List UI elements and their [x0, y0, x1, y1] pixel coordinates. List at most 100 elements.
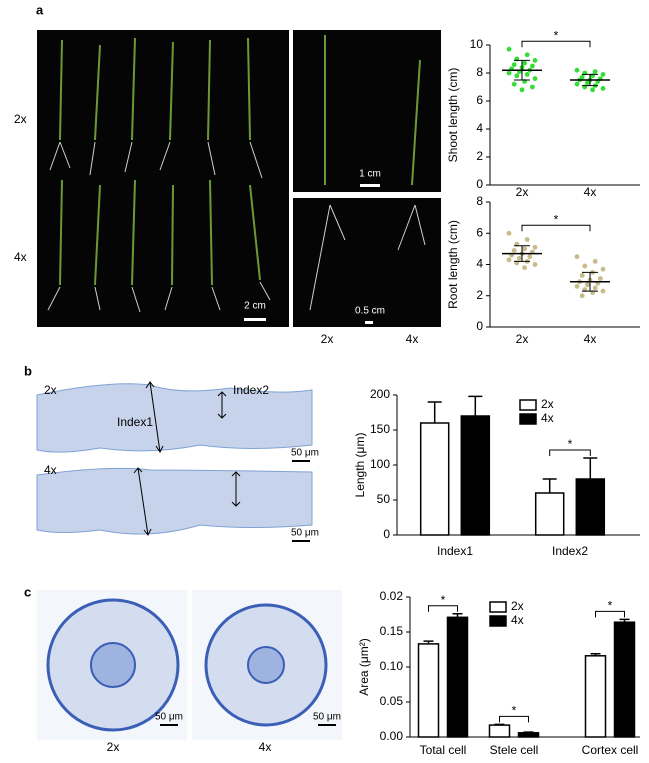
- y-tick-label: 0.10: [380, 659, 404, 673]
- data-point: [600, 86, 606, 91]
- scale-bar: [360, 184, 380, 187]
- y-tick-label: 0.05: [380, 694, 404, 708]
- data-point: [511, 81, 517, 87]
- y-tick-label: 10: [470, 37, 484, 51]
- y-tick-label: 100: [370, 457, 390, 471]
- error-bar: [582, 271, 598, 292]
- bar: [488, 724, 511, 738]
- scale-bar: [365, 321, 373, 324]
- measure-label: Index2: [233, 383, 269, 397]
- significance-bracket: [499, 715, 529, 723]
- panel-label: c: [24, 584, 31, 599]
- scale-bar-label: 1 cm: [359, 169, 381, 180]
- data-point: [592, 69, 598, 74]
- data-point: [532, 262, 538, 267]
- x-tick-label: Stele cell: [490, 743, 539, 757]
- data-point: [517, 255, 522, 261]
- scale-bar-label: 0.5 cm: [355, 306, 385, 317]
- legend-swatch: [519, 399, 537, 411]
- error-bar: [514, 59, 530, 81]
- leaf-section: [36, 383, 313, 453]
- legend-label: 4x: [541, 411, 554, 425]
- y-tick-label: 200: [370, 387, 390, 401]
- data-point: [522, 265, 527, 271]
- y-tick-label: 150: [370, 422, 390, 436]
- column-label: 2x: [107, 740, 120, 754]
- column-label: 2x: [321, 332, 334, 346]
- significance-bracket: [549, 449, 591, 456]
- x-tick-label: Index1: [437, 544, 473, 558]
- scale-bar-label: 50 μm: [291, 448, 319, 459]
- error-bar: [542, 478, 557, 493]
- error-bar: [427, 401, 442, 423]
- measure-arrow: [133, 381, 241, 536]
- row-label: 4x: [44, 463, 57, 477]
- seedling-drawing: [59, 35, 421, 286]
- y-tick-label: 0: [476, 177, 483, 191]
- data-point: [585, 282, 590, 288]
- x-tick-label: 4x: [584, 185, 597, 199]
- x-tick-label: 2x: [516, 185, 529, 199]
- bar: [584, 655, 607, 738]
- y-axis-title: Length (μm): [353, 433, 367, 498]
- bar: [534, 492, 565, 536]
- data-point: [527, 254, 533, 260]
- y-tick-label: 8: [476, 65, 483, 79]
- x-tick-label: Cortex cell: [582, 743, 639, 757]
- y-tick-label: 8: [476, 194, 483, 208]
- legend-label: 2x: [511, 599, 524, 613]
- column-label: 4x: [406, 332, 419, 346]
- y-tick-label: 0: [383, 527, 390, 541]
- y-axis-title: Root length (cm): [446, 220, 460, 309]
- stele: [90, 642, 136, 688]
- data-point: [506, 230, 512, 236]
- bar: [575, 478, 606, 536]
- y-tick-label: 6: [476, 93, 483, 107]
- data-point: [532, 58, 538, 63]
- significance-bracket: [428, 605, 458, 612]
- y-tick-label: 0.02: [380, 589, 404, 603]
- scale-bar: [160, 724, 178, 726]
- legend-label: 2x: [541, 397, 554, 411]
- row-label: 2x: [44, 383, 57, 397]
- data-point: [600, 288, 606, 294]
- scale-bar: [318, 724, 336, 726]
- y-tick-label: 4: [476, 121, 483, 135]
- legend-swatch: [489, 615, 507, 627]
- data-point: [514, 73, 520, 79]
- y-tick-label: 2: [476, 149, 483, 163]
- data-point: [522, 246, 527, 252]
- y-tick-label: 0.00: [380, 729, 404, 743]
- y-tick-label: 4: [476, 257, 483, 271]
- data-point: [590, 87, 595, 93]
- data-point: [600, 266, 606, 272]
- bar: [419, 422, 450, 536]
- scale-bar-label: 50 μm: [291, 528, 319, 539]
- data-point: [582, 263, 588, 269]
- data-point: [519, 87, 525, 93]
- scale-bar: [292, 460, 310, 462]
- bar: [517, 732, 540, 738]
- significance-bracket: [521, 40, 591, 48]
- y-axis-title: Area (μm²): [357, 638, 371, 696]
- data-point: [574, 67, 580, 73]
- bar: [417, 643, 440, 738]
- legend-label: 4x: [511, 613, 524, 627]
- scale-bar-label: 50 μm: [313, 712, 341, 723]
- leaf-section: [36, 467, 313, 535]
- x-tick-label: Index2: [552, 544, 588, 558]
- stele: [247, 646, 285, 684]
- data-point: [522, 60, 527, 66]
- significance-label: *: [554, 212, 559, 226]
- data-point: [592, 258, 598, 264]
- scale-bar-label: 2 cm: [244, 301, 266, 312]
- data-point: [506, 46, 512, 52]
- significance-label: *: [512, 704, 517, 718]
- y-tick-label: 0: [476, 319, 483, 333]
- legend-swatch: [489, 601, 507, 613]
- significance-bracket: [595, 610, 625, 618]
- data-point: [506, 70, 512, 76]
- panel-label: b: [24, 363, 32, 378]
- bar: [446, 616, 469, 738]
